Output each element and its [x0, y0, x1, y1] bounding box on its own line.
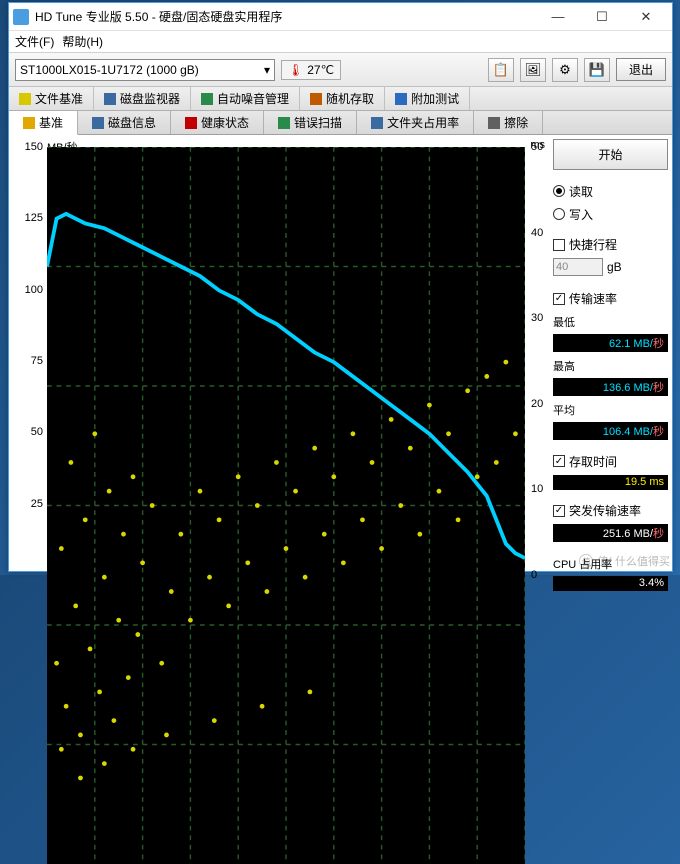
content-area: MB/秒 ms 150125100755025 50403020100 开始 读…: [9, 135, 672, 595]
window-title: HD Tune 专业版 5.50 - 硬盘/固态硬盘实用程序: [35, 8, 536, 25]
tab-top-2[interactable]: 自动噪音管理: [191, 87, 300, 110]
burst-value: 251.6 MB/秒: [553, 524, 668, 542]
exit-button[interactable]: 退出: [616, 58, 666, 81]
y-axis: 150125100755025: [21, 147, 45, 575]
checkbox-icon: [553, 239, 565, 251]
menu-help[interactable]: 帮助(H): [62, 33, 103, 50]
tab-icon: [488, 117, 500, 129]
maximize-button[interactable]: ☐: [580, 3, 624, 31]
toolbar: ST1000LX015-1U7172 (1000 gB) ▾ 🌡 27℃ 📋 🖼…: [9, 53, 672, 87]
stroke-value-field: [553, 258, 603, 276]
read-radio[interactable]: 读取: [553, 182, 668, 201]
write-radio[interactable]: 写入: [553, 205, 668, 224]
tab-top-1[interactable]: 磁盘监视器: [94, 87, 191, 110]
chevron-down-icon: ▾: [264, 63, 270, 77]
tab-top-4[interactable]: 附加测试: [385, 87, 470, 110]
tab-icon: [201, 93, 213, 105]
copy-info-button[interactable]: 📋: [488, 58, 514, 82]
transfer-rate-check[interactable]: 传输速率: [553, 289, 668, 308]
tab-top-3[interactable]: 随机存取: [300, 87, 385, 110]
save-button[interactable]: 💾: [584, 58, 610, 82]
avg-label: 平均: [553, 402, 668, 418]
tab-top-0[interactable]: 文件基准: [9, 87, 94, 110]
tabrow-sub: 基准磁盘信息健康状态错误扫描文件夹占用率擦除: [9, 111, 672, 135]
drive-select[interactable]: ST1000LX015-1U7172 (1000 gB) ▾: [15, 59, 275, 81]
tab-icon: [104, 93, 116, 105]
access-time-check[interactable]: 存取时间: [553, 452, 668, 471]
tab-sub-4[interactable]: 文件夹占用率: [357, 111, 474, 134]
temperature-value: 27℃: [307, 63, 334, 77]
min-label: 最低: [553, 314, 668, 330]
app-icon: [13, 9, 29, 25]
cpu-value: 3.4%: [553, 576, 668, 591]
tabrow-top: 文件基准磁盘监视器自动噪音管理随机存取附加测试: [9, 87, 672, 111]
min-value: 62.1 MB/秒: [553, 334, 668, 352]
checkbox-on-icon: [553, 505, 565, 517]
side-panel: 开始 读取 写入 快捷行程 gB 传输速率 最低 62.1 MB/秒 最高 13…: [553, 139, 668, 591]
short-stroke-check[interactable]: 快捷行程: [553, 235, 668, 254]
tab-icon: [395, 93, 407, 105]
tab-icon: [371, 117, 383, 129]
tab-icon: [310, 93, 322, 105]
titlebar: HD Tune 专业版 5.50 - 硬盘/固态硬盘实用程序 — ☐ ✕: [9, 3, 672, 31]
start-button[interactable]: 开始: [553, 139, 668, 170]
access-value: 19.5 ms: [553, 475, 668, 490]
radio-off-icon: [553, 208, 565, 220]
chart-area: MB/秒 ms 150125100755025 50403020100: [13, 139, 549, 591]
tab-icon: [23, 117, 35, 129]
minimize-button[interactable]: —: [536, 3, 580, 31]
max-value: 136.6 MB/秒: [553, 378, 668, 396]
tab-sub-0[interactable]: 基准: [9, 111, 78, 135]
tab-sub-5[interactable]: 擦除: [474, 111, 543, 134]
max-label: 最高: [553, 358, 668, 374]
checkbox-on-icon: [553, 293, 565, 305]
cpu-label: CPU 占用率: [553, 556, 668, 572]
r-axis: 50403020100: [529, 147, 549, 575]
app-window: HD Tune 专业版 5.50 - 硬盘/固态硬盘实用程序 — ☐ ✕ 文件(…: [8, 2, 673, 572]
options-button[interactable]: ⚙: [552, 58, 578, 82]
temperature-display: 🌡 27℃: [281, 60, 341, 80]
drive-label: ST1000LX015-1U7172 (1000 gB): [20, 63, 199, 77]
checkbox-on-icon: [553, 455, 565, 467]
tab-icon: [278, 117, 290, 129]
screenshot-button[interactable]: 🖼: [520, 58, 546, 82]
radio-on-icon: [553, 185, 565, 197]
tab-icon: [92, 117, 104, 129]
stroke-size-input: gB: [553, 258, 668, 276]
benchmark-chart: [47, 147, 525, 864]
thermometer-icon: 🌡: [288, 63, 303, 77]
tab-sub-2[interactable]: 健康状态: [171, 111, 264, 134]
tab-sub-3[interactable]: 错误扫描: [264, 111, 357, 134]
menubar: 文件(F) 帮助(H): [9, 31, 672, 53]
tab-sub-1[interactable]: 磁盘信息: [78, 111, 171, 134]
burst-rate-check[interactable]: 突发传输速率: [553, 501, 668, 520]
tab-icon: [19, 93, 31, 105]
menu-file[interactable]: 文件(F): [15, 33, 54, 50]
tab-icon: [185, 117, 197, 129]
avg-value: 106.4 MB/秒: [553, 422, 668, 440]
close-button[interactable]: ✕: [624, 3, 668, 31]
